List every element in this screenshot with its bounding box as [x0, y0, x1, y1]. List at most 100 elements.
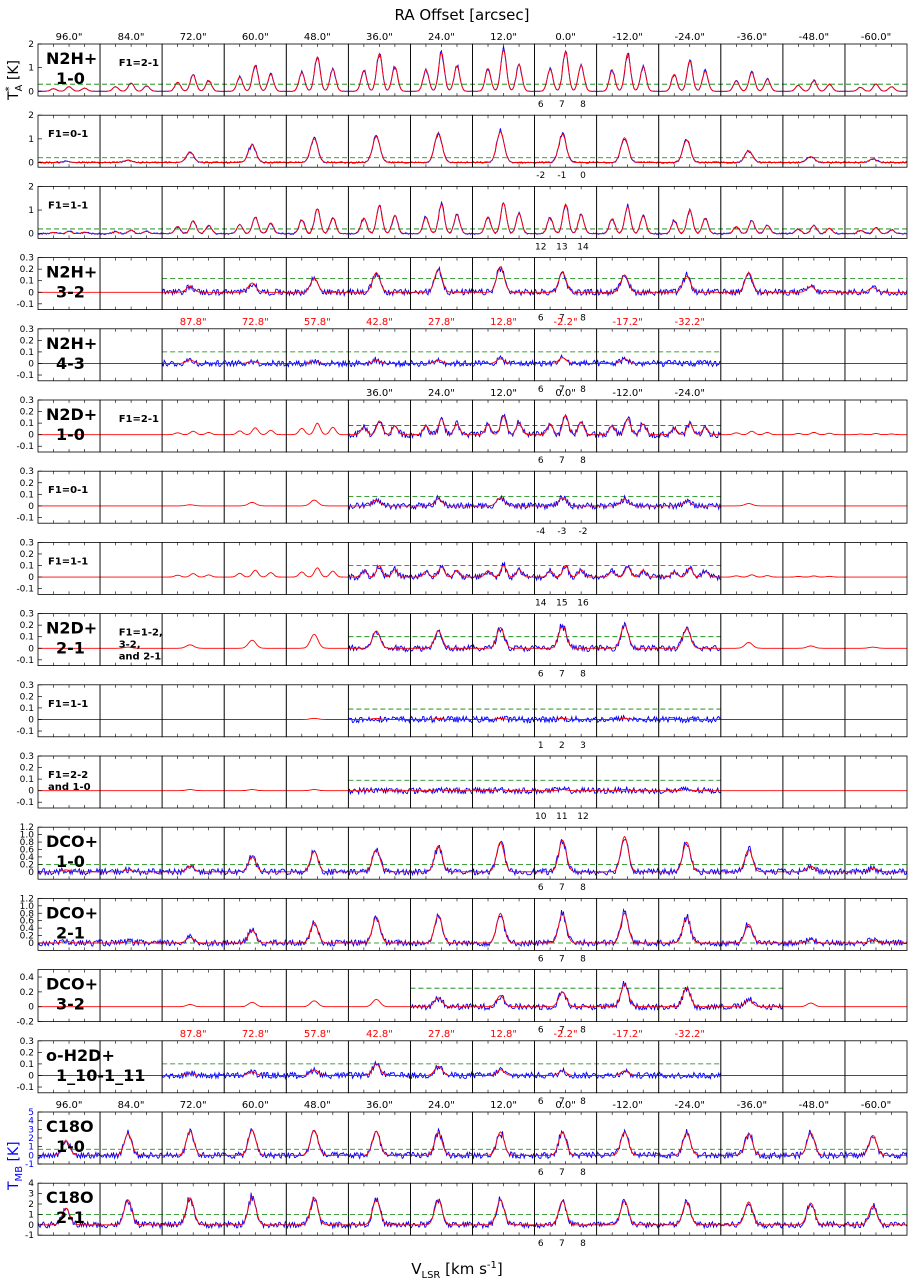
spectrum-row-5: 0.3 0.20.1 0-0.1 6 7 8 N2D+1-0 F1=2-1 36.0" 24.0"… [16, 388, 908, 466]
y-axis-label-ta-sub: A [14, 84, 25, 91]
panel-r1-c11 [720, 114, 784, 168]
model-spectrum [162, 286, 225, 293]
row-transition-label: 1-0 [56, 425, 85, 444]
panel-r9-c2 [161, 684, 225, 738]
panel-frame [223, 755, 287, 809]
model-spectrum [286, 360, 349, 364]
offset-label: 48.0" [304, 32, 331, 43]
observed-spectrum [720, 996, 784, 1011]
panel-frame [285, 1040, 349, 1094]
panel-r13-c8 [534, 969, 598, 1022]
model-spectrum [534, 624, 597, 649]
observed-spectrum [37, 1139, 101, 1160]
panel-r1-c13 [844, 114, 908, 168]
panel-frame [596, 470, 660, 524]
panel-frame [285, 114, 349, 168]
spectrum-row-11: 1.21.00.80.60.40.20 6 7 8 DCO+1-0 [20, 823, 908, 893]
velocity-tick-label: -1 [557, 171, 566, 181]
model-spectrum [286, 499, 349, 507]
panel-frame [347, 613, 411, 666]
observed-spectrum [37, 1207, 101, 1229]
velocity-tick-label: 7 [559, 100, 565, 110]
observed-spectrum [37, 937, 101, 947]
observed-spectrum [410, 629, 473, 652]
panel-frame [285, 613, 349, 666]
panel-frame [658, 613, 722, 666]
panel-r13-c12 [782, 969, 846, 1022]
model-spectrum [782, 224, 845, 235]
y-tick-label: 0.6 [20, 917, 35, 927]
panel-frame [37, 470, 101, 524]
panel-frame [347, 470, 411, 524]
model-spectrum [348, 1130, 411, 1156]
model-spectrum [100, 229, 163, 235]
panel-frame [223, 613, 287, 666]
panel-frame [782, 542, 846, 595]
panel-frame [782, 684, 846, 738]
panel-r10-c2 [161, 755, 225, 809]
model-spectrum [410, 51, 473, 92]
observed-spectrum [534, 714, 597, 724]
offset-label: 96.0" [56, 1100, 83, 1111]
panel-r14-c8 [534, 1040, 598, 1094]
panel-frame [223, 684, 287, 738]
panel-frame [782, 969, 846, 1022]
model-spectrum [348, 499, 411, 507]
model-spectrum [534, 717, 597, 720]
panel-r2-c8 [534, 185, 598, 239]
panel-r14-c3 [223, 1040, 287, 1094]
offset-label: 72.0" [180, 32, 207, 43]
panel-frame [347, 684, 411, 738]
model-spectrum [720, 220, 783, 235]
model-spectrum [596, 835, 659, 873]
model-spectrum [658, 500, 721, 507]
model-spectrum [348, 1199, 411, 1226]
model-spectrum [596, 417, 659, 436]
model-spectrum [224, 427, 287, 436]
row-subtransition-label: 3-2, [119, 640, 141, 651]
model-spectrum [224, 789, 287, 792]
panel-frame [472, 1040, 535, 1094]
panel-r0-c8 [534, 43, 598, 97]
offset-label: 96.0" [56, 32, 83, 43]
model-spectrum [410, 789, 473, 792]
panel-r10-c13 [844, 755, 908, 809]
panel-frame [658, 43, 722, 97]
panel-r2-c11 [720, 185, 784, 239]
model-spectrum [782, 1002, 845, 1008]
panel-r13-c6 [410, 969, 473, 1022]
spectrum-row-12: 1.21.00.80.60.40.20 6 7 8 DCO+2-1 [20, 894, 908, 964]
model-spectrum [782, 575, 845, 578]
model-spectrum [534, 414, 597, 436]
panel-r5-c9 [596, 399, 660, 453]
panel-r6-c12 [782, 470, 846, 524]
spectrum-row-7: 0.3 0.2 0.10 -0.1 14 15 16 F1=1-1 [16, 538, 908, 608]
panel-r10-c12 [782, 755, 846, 809]
panel-r8-c11 [720, 613, 784, 666]
panel-frame [596, 542, 660, 595]
panel-frame [844, 328, 908, 382]
panel-r16-c2 [161, 1182, 225, 1236]
model-spectrum [100, 869, 163, 873]
panel-r11-c9 [596, 826, 660, 880]
model-spectrum [224, 216, 287, 235]
row-molecule-label: DCO+ [46, 832, 98, 851]
panel-frame [534, 328, 598, 382]
y-axis-label-tmb-unit: [K] [6, 1141, 22, 1166]
panel-r15-c1 [99, 1111, 163, 1165]
velocity-tick-label: 13 [556, 242, 567, 252]
model-spectrum [162, 1072, 225, 1076]
panel-r12-c8 [534, 898, 598, 951]
panel-frame [534, 399, 598, 453]
panel-r2-c1 [99, 185, 163, 239]
model-spectrum [472, 415, 535, 436]
observed-spectrum [844, 864, 908, 876]
y-tick-label: 0 [28, 431, 34, 441]
panel-r1-c5 [347, 114, 411, 168]
panel-frame [472, 399, 535, 453]
observed-spectrum [285, 1196, 349, 1230]
row-molecule-label: N2H+ [46, 263, 97, 282]
observed-spectrum [472, 1066, 536, 1079]
panel-r6-c3 [223, 470, 287, 524]
panel-r9-c3 [223, 684, 287, 738]
